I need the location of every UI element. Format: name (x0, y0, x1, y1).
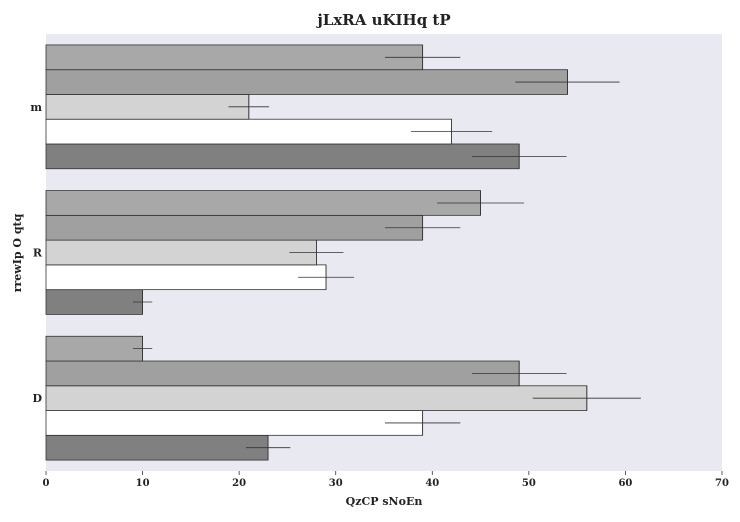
category-label: D (32, 392, 42, 405)
chart-title: jLxRA uKIHq tP (315, 11, 450, 29)
x-tick-label: 60 (618, 478, 632, 489)
x-tick-label: 20 (232, 478, 246, 489)
bar (45, 385, 588, 411)
bar (45, 69, 568, 95)
x-tick-label: 10 (136, 478, 150, 489)
x-tick-label: 50 (522, 478, 536, 489)
bar (45, 190, 481, 216)
bar (45, 289, 143, 315)
x-axis-label: QzCP sNoEn (346, 495, 423, 508)
x-axis-ticks: 0 10 20 30 40 50 60 70 (43, 471, 729, 489)
y-axis-label: rrewIp O qtq (11, 213, 24, 292)
category-label: m (30, 101, 42, 114)
bar (45, 94, 250, 120)
bar (45, 335, 143, 362)
x-tick-label: 0 (43, 478, 50, 489)
bars-layer (45, 44, 588, 461)
bar (45, 143, 520, 170)
bar (45, 434, 269, 461)
y-axis-categories: D Rm (30, 101, 42, 405)
bar (45, 410, 424, 436)
x-tick-label: 40 (425, 478, 439, 489)
x-tick-label: 30 (329, 478, 343, 489)
bar (45, 264, 327, 291)
x-tick-label: 70 (715, 478, 729, 489)
bar (45, 214, 424, 241)
bar (45, 118, 453, 145)
bar (45, 44, 424, 71)
category-label: R (33, 247, 43, 260)
bar (45, 239, 317, 266)
error-bars-layer (132, 44, 641, 461)
bar (45, 360, 520, 387)
